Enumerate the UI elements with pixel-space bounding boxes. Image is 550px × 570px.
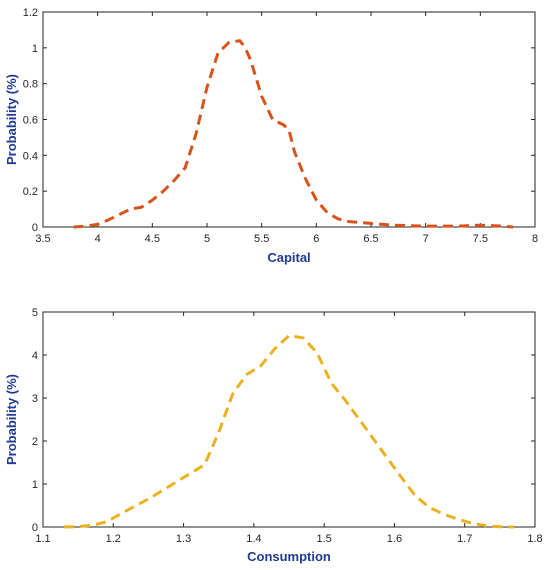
y-tick-label: 3 [32, 393, 38, 405]
x-tick-label: 1.3 [176, 533, 191, 545]
x-tick-label: 1.1 [35, 533, 50, 545]
x-tick-label: 6.5 [363, 233, 378, 245]
y-tick-label: 0 [32, 522, 38, 534]
x-tick-label: 1.2 [106, 533, 121, 545]
x-tick-label: 7 [423, 233, 429, 245]
y-tick-label: 0 [32, 222, 38, 234]
y-tick-label: 0.2 [23, 186, 38, 198]
series-line-1 [73, 39, 514, 229]
chart-1: 3.5 4 4.5 5 5.5 6 6.5 7 7.5 8 0 0.2 0.4 0.6 0.8 1 1.2 Cap… [4, 7, 538, 265]
x-tick-label: 4 [95, 233, 101, 245]
x-tick-label: 5 [204, 233, 210, 245]
x-tick-label: 8 [532, 233, 538, 245]
x-tick-label: 1.4 [246, 533, 261, 545]
x-tick-label: 1.6 [387, 533, 402, 545]
x-axis-label: Capital [267, 250, 310, 265]
y-tick-label: 4 [32, 350, 38, 362]
chart-2: 1.1 1.2 1.3 1.4 1.5 1.6 1.7 1.8 0 1 2 3 4 5 Consumptio… [4, 307, 543, 564]
x-tick-label: 1.8 [527, 533, 542, 545]
series-line-1 [64, 334, 514, 529]
x-tick-label: 1.7 [457, 533, 472, 545]
y-axis-label: Probability (%) [4, 74, 19, 165]
y-tick-label: 1 [32, 479, 38, 491]
x-tick-label: 5.5 [254, 233, 269, 245]
x-tick-label: 6 [313, 233, 319, 245]
y-tick-label: 0.4 [23, 150, 38, 162]
y-tick-label: 0.6 [23, 115, 38, 127]
y-tick-label: 5 [32, 307, 38, 319]
y-tick-label: 1.2 [23, 7, 38, 19]
y-tick-label: 0.8 [23, 79, 38, 91]
x-tick-label: 3.5 [35, 233, 50, 245]
y-tick-label: 2 [32, 436, 38, 448]
x-tick-label: 4.5 [145, 233, 160, 245]
x-tick-label: 7.5 [473, 233, 488, 245]
y-axis-label: Probability (%) [4, 374, 19, 465]
x-tick-label: 1.5 [316, 533, 331, 545]
x-axis-label: Consumption [247, 549, 331, 564]
plot-area [42, 311, 536, 528]
y-tick-label: 1 [32, 43, 38, 55]
plot-area [42, 11, 536, 228]
